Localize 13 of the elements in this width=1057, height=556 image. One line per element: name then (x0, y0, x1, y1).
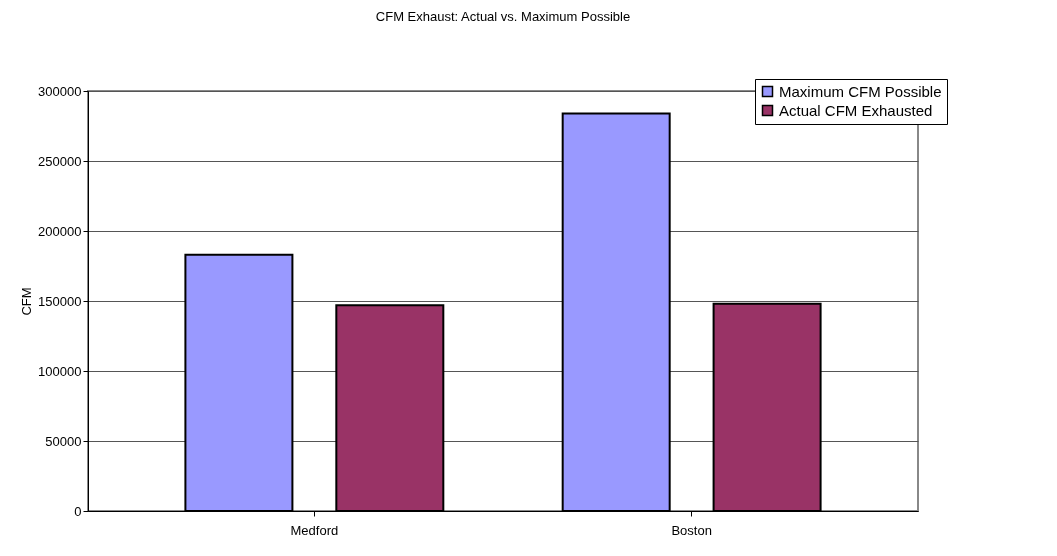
chart-title: CFM Exhaust: Actual vs. Maximum Possible (375, 8, 631, 24)
legend-label: Actual CFM Exhausted (779, 101, 933, 119)
y-tick-label: 250000 (38, 153, 82, 169)
y-axis-title: CFM (19, 287, 35, 316)
legend-label: Maximum CFM Possible (779, 82, 942, 100)
y-tick-label: 50000 (45, 433, 82, 449)
y-tick-label: 100000 (38, 363, 82, 379)
x-tick-label: Boston (671, 522, 712, 538)
y-tick-label: 200000 (38, 223, 82, 239)
y-tick-label: 150000 (38, 293, 82, 309)
x-tick-label: Medford (290, 522, 339, 538)
y-tick-label: 300000 (38, 83, 82, 99)
y-tick-label: 0 (74, 503, 82, 519)
